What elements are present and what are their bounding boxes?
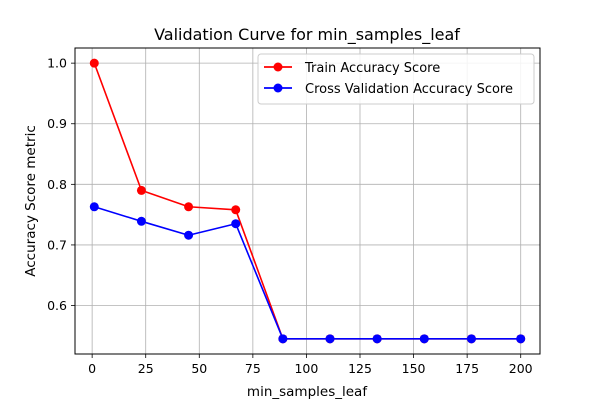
x-tick-label: 25	[138, 361, 154, 376]
y-tick-label: 1.0	[47, 56, 67, 71]
legend-box	[257, 53, 535, 105]
series-point-1	[516, 334, 526, 344]
legend-marker-train	[273, 62, 283, 72]
legend: Train Accuracy Score Cross Validation Ac…	[257, 53, 535, 105]
y-tick-label: 0.8	[47, 177, 67, 192]
series-point-0	[231, 205, 241, 215]
y-ticks: 0.6 0.7 0.8 0.9 1.0	[47, 56, 75, 313]
series-group	[89, 58, 526, 344]
x-tick-label: 100	[294, 361, 318, 376]
x-tick-label: 125	[348, 361, 372, 376]
x-tick-label: 50	[191, 361, 207, 376]
series-point-1	[372, 334, 382, 344]
series-point-0	[89, 58, 99, 68]
y-tick-label: 0.7	[47, 237, 67, 252]
legend-label-train: Train Accuracy Score	[304, 61, 440, 76]
legend-marker-cv	[273, 83, 283, 93]
x-tick-label: 150	[402, 361, 426, 376]
x-tick-label: 175	[455, 361, 479, 376]
series-point-1	[136, 216, 146, 226]
series-point-0	[136, 185, 146, 195]
x-axis-label: min_samples_leaf	[247, 384, 368, 400]
y-tick-label: 0.6	[47, 298, 67, 313]
series-point-1	[419, 334, 429, 344]
series-point-1	[231, 219, 241, 229]
legend-label-cv: Cross Validation Accuracy Score	[305, 82, 513, 97]
x-ticks: 0 25 50 75 100 125 150 175 200	[88, 354, 533, 376]
x-tick-label: 75	[245, 361, 261, 376]
y-axis-label: Accuracy Score metric	[23, 125, 39, 277]
x-tick-label: 0	[88, 361, 96, 376]
series-point-1	[325, 334, 335, 344]
plot-frame	[74, 47, 541, 355]
series-line-1	[94, 205, 521, 340]
chart-title: Validation Curve for min_samples_leaf	[154, 25, 460, 45]
x-tick-label: 200	[509, 361, 533, 376]
series-line-0	[93, 62, 521, 340]
series-point-1	[184, 230, 194, 240]
y-tick-label: 0.9	[47, 116, 67, 131]
series-point-0	[184, 202, 194, 212]
series-point-1	[89, 202, 99, 212]
series-point-1	[278, 334, 288, 344]
series-point-1	[466, 334, 476, 344]
